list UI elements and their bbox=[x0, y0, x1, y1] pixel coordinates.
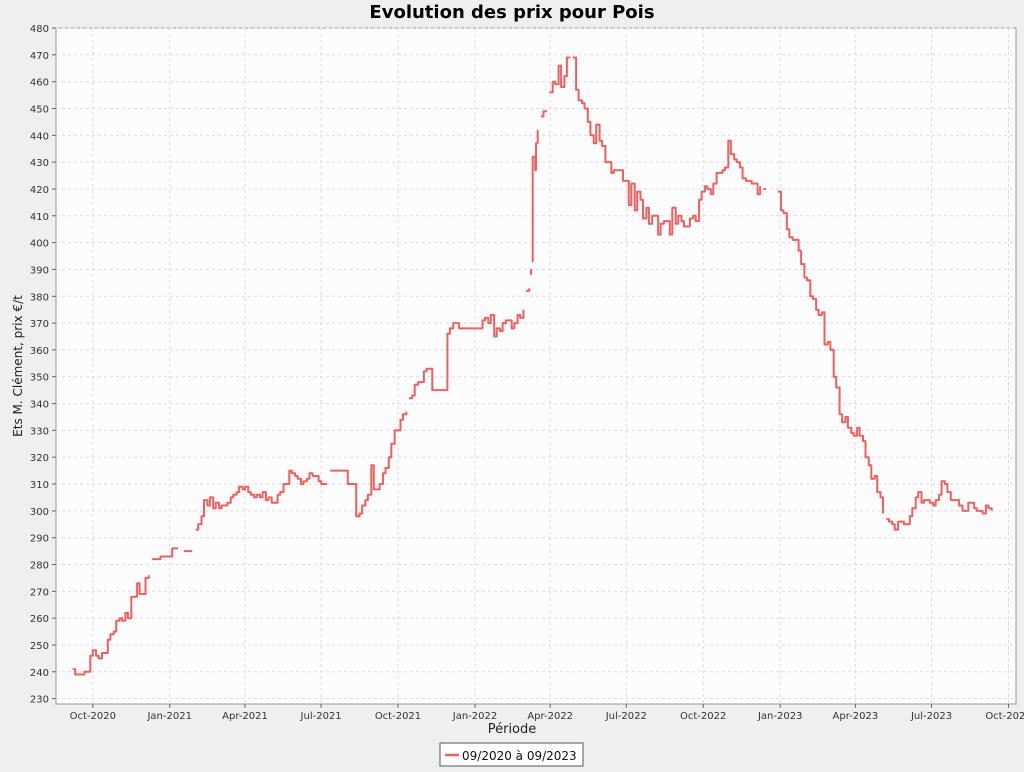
series-line-segment bbox=[549, 56, 571, 94]
y-tick-label: 480 bbox=[30, 24, 49, 35]
y-tick-label: 230 bbox=[30, 695, 49, 706]
y-tick-label: 240 bbox=[30, 668, 49, 679]
legend-entry: 09/2020 à 09/2023 bbox=[462, 749, 577, 763]
y-tick-label: 280 bbox=[30, 561, 49, 572]
y-tick-label: 250 bbox=[30, 641, 49, 652]
series-line-segment bbox=[531, 129, 539, 263]
x-tick-label: Jul-2023 bbox=[910, 711, 952, 722]
chart-title: Evolution des prix pour Pois bbox=[369, 2, 654, 23]
x-axis: Oct-2020 Jan-2021 Apr-2021 Jul-2021 Oct-2021… bbox=[70, 704, 1024, 722]
y-tick-label: 440 bbox=[30, 131, 49, 142]
plot-area bbox=[55, 27, 1017, 705]
series-line-segment bbox=[408, 309, 525, 400]
y-tick-label: 380 bbox=[30, 292, 49, 303]
x-tick-label: Apr-2023 bbox=[833, 711, 879, 722]
y-tick-label: 410 bbox=[30, 212, 49, 223]
series-line-segment bbox=[195, 469, 327, 531]
y-tick-label: 340 bbox=[30, 400, 49, 411]
series-line-segment bbox=[572, 56, 762, 236]
y-tick-label: 430 bbox=[30, 158, 49, 169]
series-line-segment bbox=[152, 547, 179, 561]
grid-lines bbox=[56, 27, 1016, 704]
x-tick-label: Jul-2021 bbox=[300, 711, 342, 722]
y-axis-label: Ets M. Clément, prix €/t bbox=[11, 295, 25, 437]
y-tick-label: 420 bbox=[30, 185, 49, 196]
x-axis-label: Période bbox=[488, 722, 537, 737]
series-line-segment bbox=[72, 575, 150, 676]
y-tick-label: 260 bbox=[30, 614, 49, 625]
x-tick-label: Jan-2022 bbox=[452, 711, 497, 722]
series-line-segment bbox=[330, 411, 408, 518]
y-tick-label: 310 bbox=[30, 480, 49, 491]
y-tick-label: 390 bbox=[30, 265, 49, 276]
y-tick-label: 330 bbox=[30, 426, 49, 437]
x-tick-label: Apr-2021 bbox=[222, 711, 268, 722]
y-tick-label: 290 bbox=[30, 534, 49, 545]
series-line-segment bbox=[777, 190, 884, 514]
y-tick-label: 350 bbox=[30, 373, 49, 384]
x-tick-label: Oct-2022 bbox=[680, 711, 726, 722]
series-line-segment bbox=[541, 110, 547, 118]
series-lines bbox=[72, 56, 993, 676]
y-tick-label: 450 bbox=[30, 105, 49, 116]
x-tick-label: Jan-2021 bbox=[146, 711, 191, 722]
x-tick-label: Oct-2023 bbox=[985, 711, 1024, 722]
y-tick-label: 320 bbox=[30, 453, 49, 464]
y-tick-label: 270 bbox=[30, 587, 49, 598]
x-tick-label: Jul-2022 bbox=[605, 711, 647, 722]
legend-box bbox=[439, 742, 584, 767]
y-tick-label: 470 bbox=[30, 51, 49, 62]
x-tick-label: Oct-2021 bbox=[375, 711, 421, 722]
y-tick-label: 460 bbox=[30, 78, 49, 89]
legend: 09/2020 à 09/2023 bbox=[439, 742, 584, 767]
x-tick-label: Apr-2022 bbox=[527, 711, 573, 722]
series-line-segment bbox=[886, 480, 993, 531]
y-tick-label: 400 bbox=[30, 239, 49, 250]
y-tick-label: 300 bbox=[30, 507, 49, 518]
x-tick-label: Jan-2023 bbox=[757, 711, 802, 722]
x-tick-label: Oct-2020 bbox=[70, 711, 116, 722]
y-axis: 230 240 250 260 270 280 290 300 310 320 330 340 350 3… bbox=[30, 24, 56, 706]
series-line-segment bbox=[526, 288, 531, 292]
y-tick-label: 360 bbox=[30, 346, 49, 357]
y-tick-label: 370 bbox=[30, 319, 49, 330]
